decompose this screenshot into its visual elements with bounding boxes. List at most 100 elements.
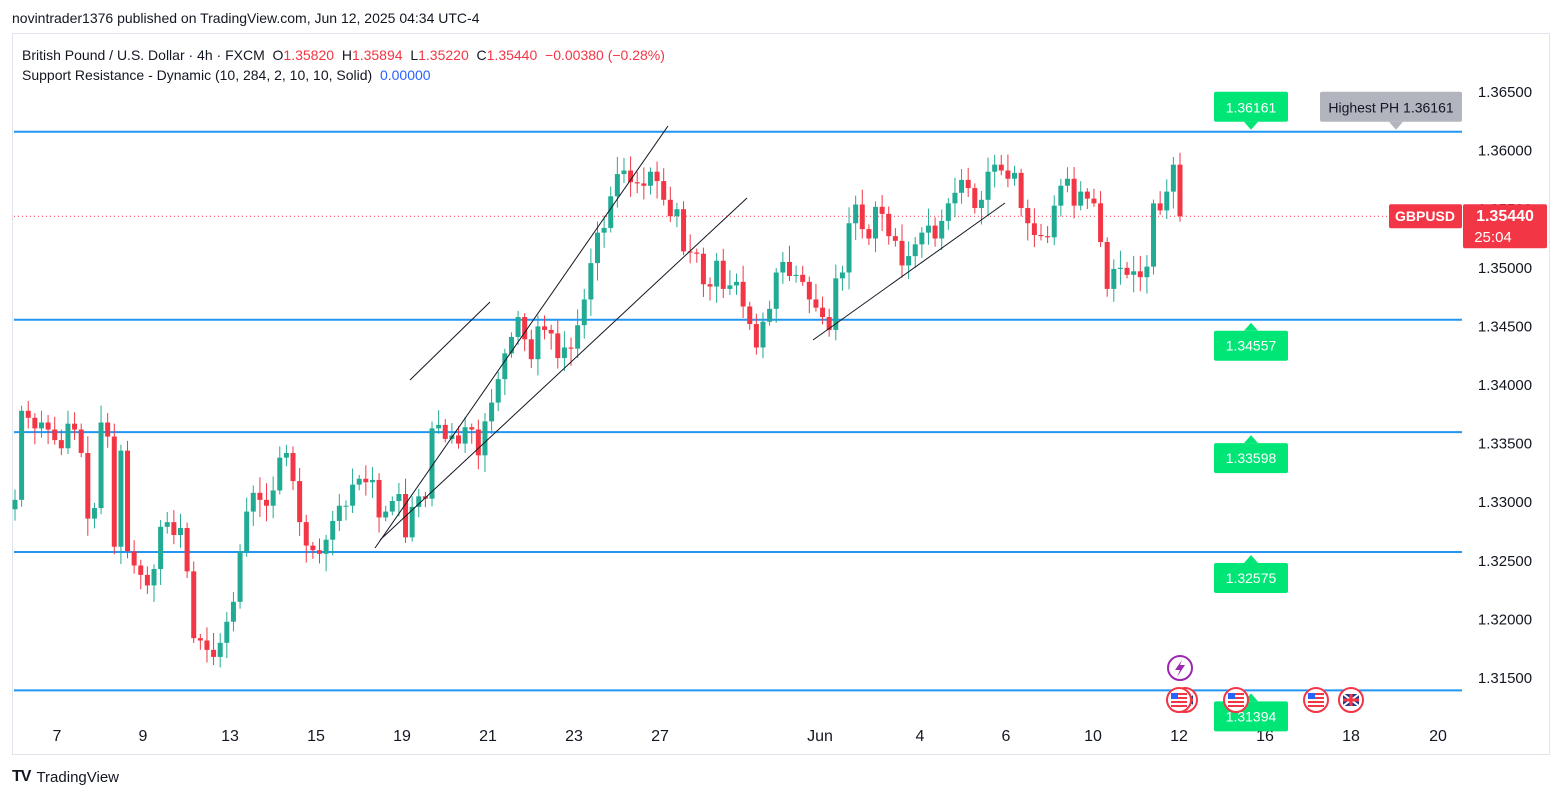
lightning-event-icon[interactable] (1167, 655, 1193, 681)
candle-body (111, 436, 117, 547)
candle-body (1144, 266, 1150, 278)
candle-body (581, 299, 587, 326)
candle-body (528, 339, 534, 360)
x-tick-label: 12 (1170, 728, 1188, 745)
candle-body (343, 505, 349, 507)
level-label-box (1214, 563, 1288, 594)
candle-body (959, 179, 965, 193)
candle-body (270, 490, 276, 506)
x-tick-label: 19 (393, 728, 411, 745)
candle-body (568, 347, 574, 349)
y-tick-label: 1.31500 (1478, 670, 1532, 687)
candle-body (634, 182, 640, 184)
candle-body (32, 417, 38, 429)
candle-body (1170, 164, 1176, 192)
price-tag-value: 1.35440 (1476, 208, 1534, 225)
candle-body (184, 527, 190, 572)
candle-body (303, 522, 309, 546)
low-value: 1.35220 (418, 47, 469, 63)
tradingview-logo-icon: TV (12, 768, 31, 785)
indicator-name[interactable]: Support Resistance - Dynamic (10, 284, 2… (22, 67, 373, 83)
footer-brand[interactable]: TV TradingView (12, 768, 119, 786)
candle-body (853, 204, 859, 224)
close-value: 1.35440 (486, 47, 538, 63)
candle-body (932, 225, 938, 239)
candle-body (555, 333, 561, 359)
candle-body (1124, 267, 1130, 275)
candle-body (45, 422, 51, 430)
candle-body (839, 272, 845, 279)
candle-body (1078, 191, 1084, 206)
level-label-box (1214, 443, 1288, 474)
x-tick-label: 20 (1429, 728, 1447, 745)
candle-body (786, 261, 792, 277)
candle-body (250, 492, 256, 512)
candle-body (820, 307, 826, 318)
candle-body (283, 452, 289, 458)
symbol-tag-box (1389, 204, 1462, 229)
candle-body (628, 170, 634, 183)
candle-body (753, 324, 759, 348)
candle-body (118, 450, 124, 547)
candle-body (561, 347, 567, 359)
candle-body (707, 284, 713, 287)
candle-body (52, 429, 58, 441)
y-tick-label: 1.34000 (1478, 377, 1532, 394)
candle-body (621, 170, 627, 175)
candle-body (522, 317, 528, 340)
us-flag-event-icon[interactable] (1303, 687, 1329, 713)
candle-body (211, 649, 217, 657)
candle-body (224, 621, 230, 643)
us-flag-event-icon[interactable] (1166, 687, 1192, 713)
candle-body (72, 423, 78, 430)
symbol-description[interactable]: British Pound / U.S. Dollar · 4h · FXCM (22, 47, 265, 63)
level-label: 1.36161 (1214, 91, 1288, 130)
candle-body (886, 213, 892, 237)
candle-body (694, 252, 700, 254)
candle-body (945, 203, 951, 221)
candle-body (429, 428, 435, 499)
x-tick-label: 21 (479, 728, 497, 745)
level-label-pointer (1244, 435, 1258, 444)
uk-flag-event-icon[interactable] (1338, 687, 1364, 713)
candle-body (230, 601, 236, 622)
candle-body (700, 253, 706, 285)
candle-body (1051, 205, 1057, 238)
candle-body (873, 206, 879, 239)
candle-body (356, 478, 362, 485)
us-flag-event-icon[interactable] (1223, 687, 1249, 713)
candle-body (237, 551, 243, 602)
x-tick-label: 6 (1002, 728, 1011, 745)
candle-body (1084, 191, 1090, 199)
candle-body (978, 199, 984, 209)
level-label: 1.33598 (1214, 435, 1288, 474)
candle-body (614, 174, 620, 197)
indicator-row: Support Resistance - Dynamic (10, 284, 2… (22, 65, 665, 85)
candle-body (1111, 268, 1117, 289)
candle-body (1018, 172, 1024, 209)
candle-body (290, 452, 296, 482)
candle-body (277, 457, 283, 491)
candle-body (78, 429, 84, 453)
close-label: C (476, 47, 487, 63)
candle-body (1131, 271, 1137, 275)
candle-body (813, 299, 819, 308)
candle-body (826, 317, 832, 330)
candle-body (171, 522, 177, 536)
candle-body (310, 545, 316, 551)
high-label: H (341, 47, 352, 63)
candle-body (316, 550, 322, 554)
level-label-pointer (1244, 555, 1258, 564)
candle-body (38, 422, 44, 429)
candle-body (899, 240, 905, 266)
candle-body (98, 422, 104, 509)
candle-body (138, 565, 144, 575)
candle-body (158, 526, 164, 570)
ohlc-row: British Pound / U.S. Dollar · 4h · FXCM … (22, 45, 665, 65)
candle-body (508, 336, 514, 354)
candle-body (495, 379, 501, 403)
candle-body (369, 479, 375, 483)
candle-body (535, 326, 541, 360)
candle-body (105, 422, 111, 437)
